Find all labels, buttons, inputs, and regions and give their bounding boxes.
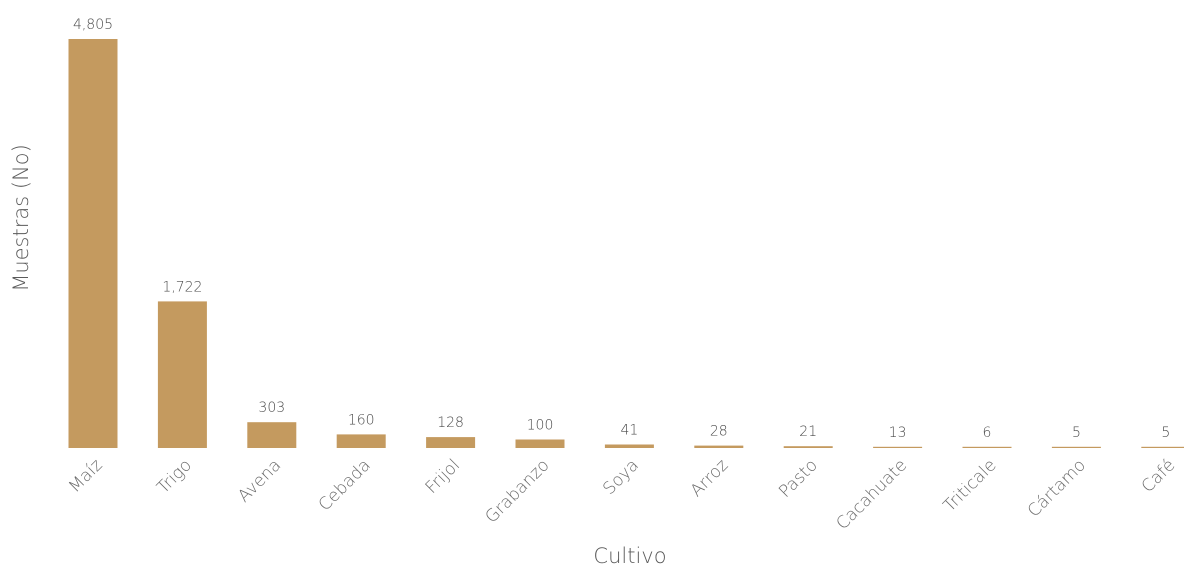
value-label-4: 128 (437, 415, 464, 431)
x-tick-label-3: Cebada (315, 455, 375, 515)
value-label-3: 160 (348, 412, 375, 428)
value-label-9: 13 (889, 425, 907, 441)
x-tick-label-10: Triticale (940, 455, 1001, 516)
bar-8 (783, 446, 833, 448)
value-label-8: 21 (799, 424, 817, 440)
value-labels-group: 4,805 1,722 303 160 128 100 41 28 21 13 6 5 5 (73, 17, 1170, 441)
x-tick-labels-group: Maíz Trigo Avena Cebada Frijol Grabanzo Soya Ar… (65, 455, 1179, 534)
bar-5 (515, 439, 565, 448)
bar-12 (1141, 446, 1184, 448)
bar-10 (962, 446, 1012, 448)
value-label-7: 28 (710, 424, 728, 440)
bar-1 (157, 301, 207, 448)
x-tick-label-0: Maíz (65, 455, 107, 497)
bar-2 (247, 422, 297, 448)
value-label-2: 303 (258, 400, 285, 416)
value-label-12: 5 (1161, 425, 1170, 441)
x-tick-label-12: Café (1138, 455, 1180, 497)
bar-3 (336, 434, 386, 448)
x-tick-label-6: Soya (599, 455, 643, 499)
bar-7 (694, 445, 744, 448)
x-tick-label-5: Grabanzo (481, 455, 553, 527)
bar-4 (426, 437, 476, 448)
value-label-0: 4,805 (73, 17, 113, 33)
value-label-10: 6 (983, 425, 992, 441)
x-tick-label-1: Trigo (153, 455, 196, 498)
x-tick-label-11: Cártamo (1024, 455, 1090, 521)
bar-0 (68, 39, 118, 448)
x-tick-label-9: Cacahuate (833, 455, 912, 534)
y-axis-title: Muestras (No) (9, 144, 33, 292)
value-label-5: 100 (527, 418, 554, 434)
x-tick-label-8: Pasto (775, 455, 822, 502)
x-axis-title: Cultivo (593, 544, 666, 568)
bar-11 (1051, 446, 1101, 448)
x-tick-label-2: Avena (234, 455, 285, 506)
x-tick-label-4: Frijol (422, 455, 465, 498)
value-label-1: 1,722 (162, 279, 202, 295)
bar-9 (873, 446, 923, 448)
bar-6 (604, 444, 654, 448)
x-tick-label-7: Arroz (687, 455, 733, 501)
value-label-6: 41 (620, 423, 638, 439)
bars-group (68, 39, 1184, 448)
value-label-11: 5 (1072, 425, 1081, 441)
